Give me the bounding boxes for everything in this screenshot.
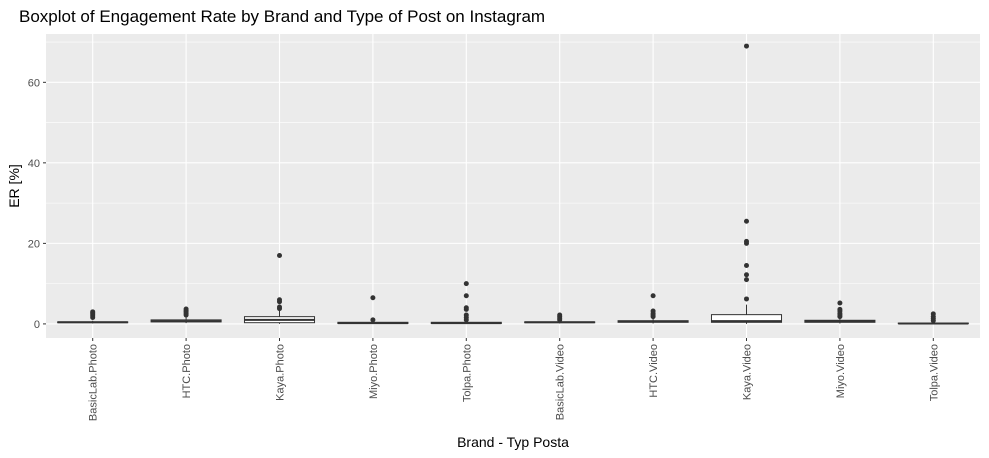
- box-iqr: [710, 314, 783, 323]
- outlier-point: [930, 311, 936, 317]
- grid-minor: [46, 41, 980, 284]
- outlier-point: [744, 296, 749, 302]
- outlier-point: [744, 43, 749, 49]
- x-tick-label: BasicLab.Video: [555, 344, 567, 420]
- box-BasicLab.Video: [524, 312, 596, 324]
- x-tick-label: HTC.Video: [648, 344, 660, 398]
- box-Kaya.Video: [710, 43, 783, 324]
- outlier-point: [744, 272, 749, 278]
- outlier-point: [557, 312, 563, 318]
- box-Tolpa.Video: [897, 311, 969, 325]
- y-axis: 0 20 40 60: [28, 77, 46, 331]
- y-tick-label: 0: [34, 319, 40, 331]
- outlier-point: [463, 293, 469, 299]
- box-HTC.Photo: [150, 306, 222, 324]
- outlier-point: [277, 297, 282, 303]
- box-BasicLab.Photo: [57, 309, 129, 324]
- outlier-point: [183, 306, 189, 312]
- box-Miyo.Photo: [337, 295, 409, 325]
- outlier-point: [744, 238, 749, 244]
- outlier-point: [744, 218, 749, 224]
- box-Kaya.Photo: [243, 252, 316, 324]
- outlier-point: [463, 281, 469, 287]
- outlier-point: [463, 312, 469, 318]
- plot-panel: [46, 34, 980, 338]
- outlier-point: [837, 306, 843, 312]
- outlier-point: [90, 309, 96, 315]
- x-tick-label: Tolpa.Video: [928, 344, 940, 401]
- x-tick-label: Kaya.Photo: [275, 344, 287, 401]
- box-HTC.Video: [617, 293, 689, 324]
- outlier-point: [277, 304, 282, 310]
- outlier-point: [744, 263, 749, 269]
- x-axis-title: Brand - Typ Posta: [457, 434, 569, 450]
- y-tick-label: 60: [28, 77, 40, 89]
- box-Tolpa.Photo: [430, 281, 502, 325]
- y-axis-title: ER [%]: [6, 164, 22, 208]
- outlier-point: [744, 277, 749, 283]
- boxes: [57, 43, 969, 325]
- x-tick-label: Miyo.Photo: [368, 344, 380, 399]
- grid-major: [46, 34, 980, 338]
- chart-title: Boxplot of Engagement Rate by Brand and …: [19, 7, 545, 26]
- y-tick-label: 20: [28, 238, 40, 250]
- outlier-point: [837, 300, 843, 306]
- x-tick-label: Kaya.Video: [742, 344, 754, 400]
- outlier-point: [370, 295, 376, 301]
- x-tick-label: Tolpa.Photo: [461, 344, 473, 402]
- x-axis: BasicLab.Photo HTC.Photo Kaya.Photo Miyo.Ph…: [88, 338, 940, 421]
- x-tick-label: BasicLab.Photo: [88, 344, 100, 421]
- y-tick-label: 40: [28, 158, 40, 170]
- outlier-point: [650, 308, 656, 314]
- outlier-point: [650, 293, 656, 299]
- x-tick-label: Miyo.Video: [835, 344, 847, 398]
- outlier-point: [277, 252, 282, 258]
- x-tick-label: HTC.Photo: [181, 344, 193, 398]
- outlier-point: [463, 305, 469, 311]
- box-Miyo.Video: [804, 300, 876, 324]
- outlier-point: [370, 317, 376, 323]
